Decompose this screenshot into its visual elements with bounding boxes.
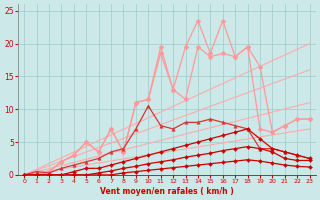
X-axis label: Vent moyen/en rafales ( km/h ): Vent moyen/en rafales ( km/h ) [100, 187, 234, 196]
